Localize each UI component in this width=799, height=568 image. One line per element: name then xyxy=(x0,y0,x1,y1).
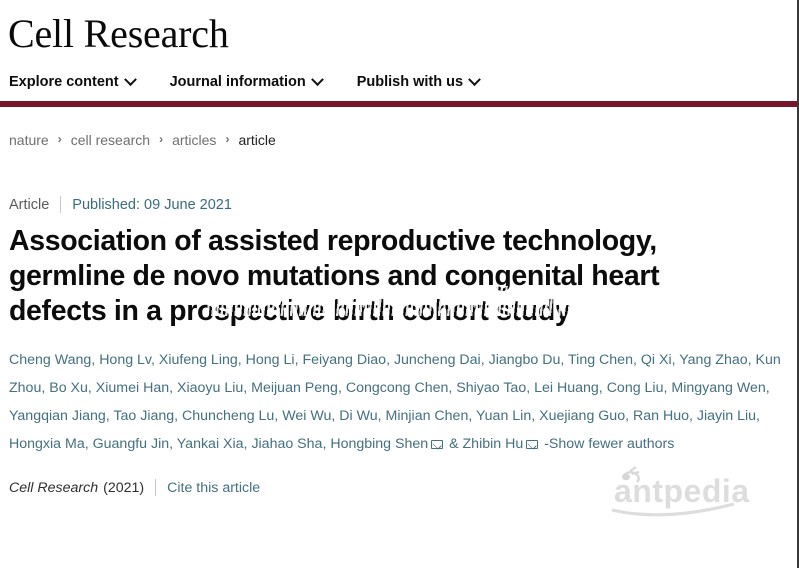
author-link[interactable]: Hong Lv xyxy=(99,351,151,368)
author-link[interactable]: Ran Huo xyxy=(632,407,689,424)
author-link[interactable]: Hongxia Ma xyxy=(9,435,85,452)
nav-item-publish-with-us[interactable]: Publish with us xyxy=(356,72,481,90)
breadcrumb-separator-icon: › xyxy=(57,132,62,146)
author-link[interactable]: Juncheng Dai xyxy=(393,351,481,368)
author-link[interactable]: Qi Xi xyxy=(640,351,672,368)
breadcrumb-item-article: article xyxy=(238,132,276,148)
author-link[interactable]: Meijuan Peng xyxy=(251,379,338,396)
author-link[interactable]: Tao Jiang xyxy=(113,407,175,424)
author-link[interactable]: Ting Chen xyxy=(568,351,633,368)
author-link[interactable]: Feiyang Diao xyxy=(302,351,387,368)
author-link[interactable]: Jiayin Liu xyxy=(696,407,757,424)
chevron-down-icon xyxy=(310,72,324,86)
citation-divider xyxy=(155,479,157,496)
nav-item-journal-information[interactable]: Journal information xyxy=(169,72,324,90)
authors-inline: Cheng Wang, Hong Lv, Xiufeng Ling, Hong … xyxy=(9,351,781,452)
author-link[interactable]: Di Wu xyxy=(339,407,378,424)
chevron-down-icon xyxy=(123,72,137,86)
author-link[interactable]: Chuncheng Lu xyxy=(182,407,275,424)
author-link[interactable]: Congcong Chen xyxy=(345,379,449,396)
breadcrumb: nature › cell research › articles › arti… xyxy=(0,107,797,148)
main-navigation: Explore content Journal information Publ… xyxy=(0,63,797,107)
citation-journal: Cell Research xyxy=(9,479,99,496)
author-link[interactable]: Jiangbo Du xyxy=(488,351,561,368)
breadcrumb-item-nature[interactable]: nature xyxy=(9,132,49,148)
show-fewer-authors-link[interactable]: -Show fewer authors xyxy=(540,435,675,452)
article-type-label: Article xyxy=(9,196,50,213)
author-link[interactable]: Xiumei Han xyxy=(95,379,170,396)
author-link[interactable]: Lei Huang xyxy=(534,379,599,396)
author-link[interactable]: Yangqian Jiang xyxy=(9,407,106,424)
author-list: Cheng Wang, Hong Lv, Xiufeng Ling, Hong … xyxy=(9,346,788,458)
breadcrumb-item-articles[interactable]: articles xyxy=(172,132,217,148)
author-link[interactable]: Mingyang Wen xyxy=(671,379,766,396)
author-link[interactable]: Xiaoyu Liu xyxy=(177,379,244,396)
cite-this-article-link[interactable]: Cite this article xyxy=(167,479,261,496)
author-link[interactable]: Minjian Chen xyxy=(385,407,469,424)
citation-line: Cell Research (2021) Cite this article xyxy=(9,479,788,496)
nav-label: Explore content xyxy=(9,74,119,90)
breadcrumb-item-cell-research[interactable]: cell research xyxy=(70,132,151,148)
author-link[interactable]: Kun Zhou xyxy=(9,351,781,396)
author-link[interactable]: Hong Li xyxy=(245,351,295,368)
author-link[interactable]: Shiyao Tao xyxy=(456,379,527,396)
author-link[interactable]: Yuan Lin xyxy=(475,407,532,424)
publication-date: Published: 09 June 2021 xyxy=(72,196,232,213)
author-link[interactable]: Jiahao Sha xyxy=(251,435,323,452)
author-link[interactable]: Bo Xu xyxy=(49,379,88,396)
corresponding-author-link[interactable]: Zhibin Hu xyxy=(462,435,524,452)
author-link[interactable]: Xiufeng Ling xyxy=(158,351,238,368)
author-link[interactable]: Xuejiang Guo xyxy=(539,407,626,424)
journal-title[interactable]: Cell Research xyxy=(8,10,229,56)
chevron-down-icon xyxy=(468,72,481,86)
author-link[interactable]: Cong Liu xyxy=(606,379,664,396)
corresponding-author-link[interactable]: Hongbing Shen xyxy=(330,435,429,452)
envelope-icon[interactable] xyxy=(526,439,539,449)
journal-masthead: Cell Research xyxy=(0,0,797,63)
nav-label: Publish with us xyxy=(356,74,464,90)
author-link[interactable]: Yankai Xia xyxy=(176,435,244,452)
breadcrumb-separator-icon: › xyxy=(225,132,230,146)
citation-year: (2021) xyxy=(103,479,145,496)
author-link[interactable]: Wei Wu xyxy=(282,407,332,424)
article-meta: Article Published: 09 June 2021 xyxy=(9,196,797,213)
envelope-icon[interactable] xyxy=(431,439,444,449)
page-title: Association of assisted reproductive tec… xyxy=(9,225,660,328)
meta-divider xyxy=(60,196,62,213)
nav-item-explore-content[interactable]: Explore content xyxy=(9,72,137,90)
author-link[interactable]: Guangfu Jin xyxy=(92,435,170,452)
breadcrumb-separator-icon: › xyxy=(159,132,164,146)
author-link[interactable]: Cheng Wang xyxy=(9,351,92,368)
author-link[interactable]: Yang Zhao xyxy=(679,351,748,368)
nav-label: Journal information xyxy=(169,74,306,90)
